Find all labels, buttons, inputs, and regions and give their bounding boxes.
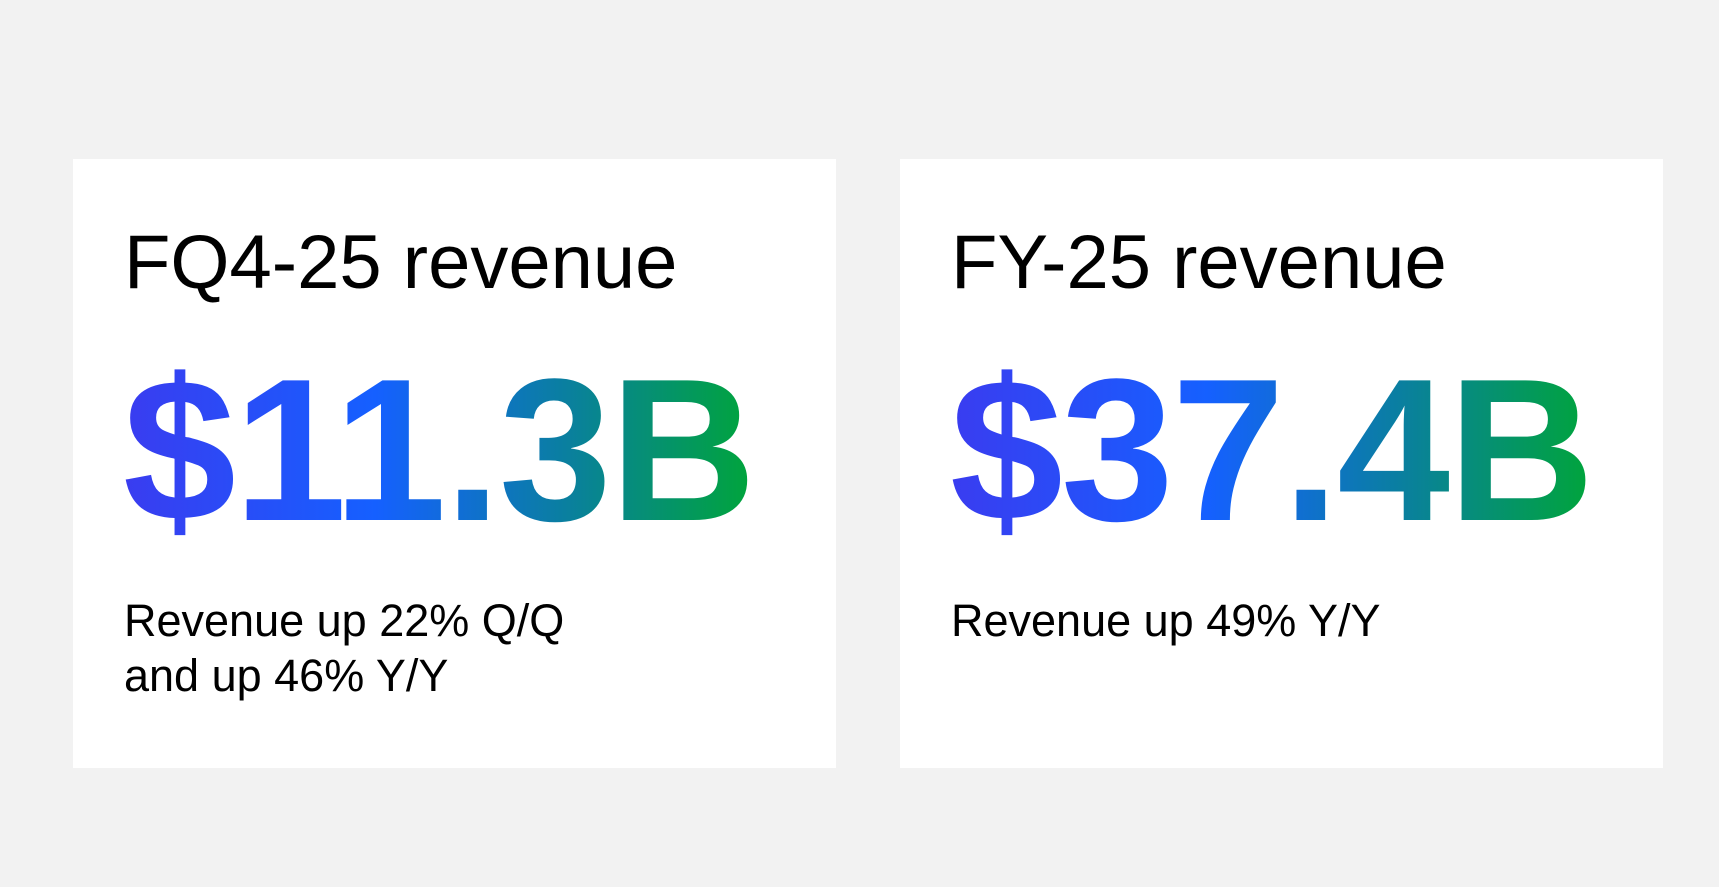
- revenue-growth-note: Revenue up 22% Q/Q and up 46% Y/Y: [124, 593, 564, 703]
- revenue-card-fq4: FQ4-25 revenue $11.3B Revenue up 22% Q/Q…: [73, 159, 836, 768]
- growth-note-line: and up 46% Y/Y: [124, 650, 449, 701]
- growth-note-line: Revenue up 22% Q/Q: [124, 595, 565, 646]
- revenue-value: $37.4B: [950, 337, 1595, 564]
- card-title: FY-25 revenue: [951, 220, 1447, 305]
- growth-note-line: Revenue up 49% Y/Y: [951, 595, 1381, 646]
- revenue-growth-note: Revenue up 49% Y/Y: [951, 593, 1380, 648]
- revenue-value: $11.3B: [123, 337, 756, 564]
- revenue-card-fy: FY-25 revenue $37.4B Revenue up 49% Y/Y: [900, 159, 1663, 768]
- card-title: FQ4-25 revenue: [124, 220, 678, 305]
